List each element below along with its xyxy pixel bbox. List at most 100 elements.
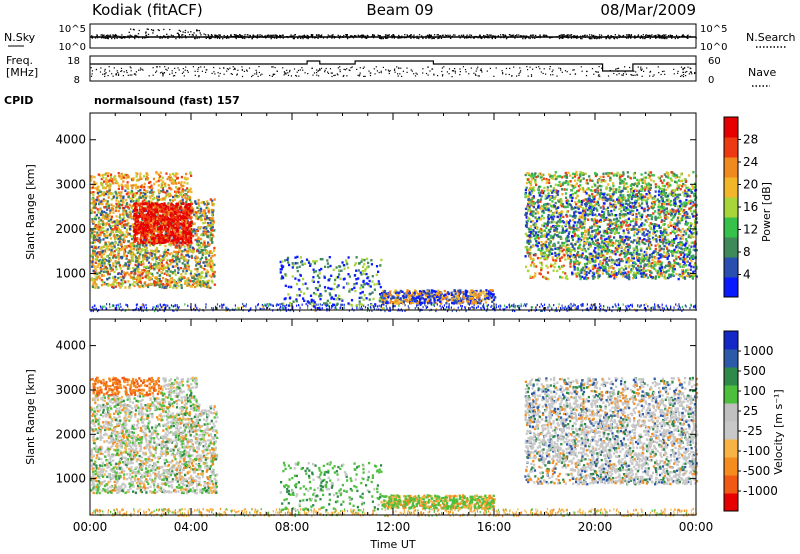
nave-dot — [104, 70, 106, 72]
nave-dot — [468, 73, 470, 75]
nave-dot — [254, 73, 256, 75]
noise-dot — [121, 37, 124, 39]
echo-cell — [188, 215, 191, 219]
echo-cell — [141, 217, 144, 220]
echo-cell — [213, 270, 216, 274]
echo-cell — [199, 237, 202, 241]
nave-dot — [376, 70, 378, 72]
nave-dot — [560, 67, 562, 70]
noise-dot — [338, 37, 341, 39]
echo-cell — [194, 200, 197, 203]
echo-cell — [185, 200, 188, 204]
nave-dot — [585, 75, 588, 77]
echo-cell — [149, 222, 152, 225]
echo-cell — [153, 228, 156, 231]
echo-cell — [158, 264, 161, 267]
echo-cell — [200, 217, 203, 220]
echo-cell — [100, 255, 103, 259]
echo-cell — [113, 220, 116, 223]
noise-dot — [421, 35, 423, 37]
echo-cell — [153, 220, 157, 223]
bottom-noise-cell — [361, 307, 363, 311]
echo-cell — [104, 241, 107, 244]
echo-cell — [180, 275, 183, 279]
nave-dot — [241, 66, 243, 68]
echo-cell — [176, 234, 179, 238]
noise-dot — [464, 37, 466, 39]
nave-dot — [387, 69, 389, 71]
echo-cell — [102, 216, 105, 219]
echo-cell — [122, 199, 125, 202]
echo-cell — [96, 196, 99, 199]
echo-cell — [174, 206, 177, 209]
echo-cell — [123, 248, 126, 251]
echo-cell — [130, 247, 133, 251]
echo-cell — [148, 244, 151, 247]
noise-dot — [616, 37, 618, 40]
nave-dot — [683, 74, 685, 76]
echo-cell — [98, 277, 101, 280]
echo-cell — [113, 250, 116, 253]
echo-cell — [152, 193, 155, 196]
echo-cell — [139, 185, 143, 188]
bottom-noise-cell — [196, 308, 198, 311]
bottom-noise-cell — [436, 303, 438, 306]
bottom-noise-cell — [314, 309, 316, 312]
noise-dot — [209, 37, 211, 40]
echo-cell — [157, 179, 160, 183]
nave-dot — [344, 69, 346, 71]
nave-dot — [194, 70, 196, 72]
bottom-noise-cell — [435, 308, 437, 311]
echo-cell — [137, 278, 140, 281]
noise-dot — [329, 35, 331, 37]
nave-dot — [135, 71, 137, 73]
echo-cell — [115, 278, 118, 282]
echo-cell — [93, 240, 96, 244]
bottom-noise-cell — [419, 303, 421, 307]
echo-cell — [206, 230, 209, 233]
noise-dot — [178, 29, 180, 31]
echo-cell — [171, 203, 175, 207]
nave-dot — [236, 74, 238, 76]
echo-cell — [92, 279, 96, 282]
bottom-noise-cell — [499, 307, 501, 310]
echo-cell — [185, 254, 188, 257]
echo-cell — [102, 270, 105, 274]
noise-dot — [346, 34, 348, 36]
nave-dot — [609, 70, 611, 72]
echo-cell — [118, 239, 121, 242]
echo-cell — [187, 259, 190, 262]
noise-dot — [179, 30, 182, 32]
bottom-noise-cell — [243, 304, 245, 308]
nave-dot — [556, 75, 558, 77]
echo-cell — [190, 246, 193, 249]
noise-dot — [293, 38, 295, 40]
echo-cell — [199, 279, 202, 283]
bottom-noise-cell — [223, 303, 225, 306]
noise-dot — [138, 29, 140, 32]
echo-cell — [151, 265, 155, 269]
nave-dot — [130, 67, 132, 69]
noise-dot — [618, 34, 620, 36]
echo-cell — [137, 197, 140, 201]
echo-cell — [153, 281, 156, 285]
freq-line — [90, 60, 696, 72]
bottom-noise-cell — [554, 309, 556, 313]
echo-cell — [153, 253, 157, 256]
bottom-noise-cell — [220, 303, 223, 306]
echo-cell — [209, 198, 212, 201]
power-heatmap — [90, 170, 699, 313]
nave-dot — [356, 68, 358, 70]
noise-dot — [580, 37, 582, 40]
bottom-noise-cell — [619, 307, 621, 310]
noise-dot — [345, 34, 348, 36]
echo-cell — [203, 215, 206, 218]
nave-dot — [459, 71, 461, 73]
echo-cell — [150, 200, 153, 203]
echo-cell — [200, 233, 203, 236]
echo-cell — [94, 267, 97, 271]
nave-dot — [652, 75, 654, 77]
echo-cell — [112, 228, 115, 231]
nave-dot — [616, 74, 618, 76]
nave-dot — [115, 73, 118, 75]
